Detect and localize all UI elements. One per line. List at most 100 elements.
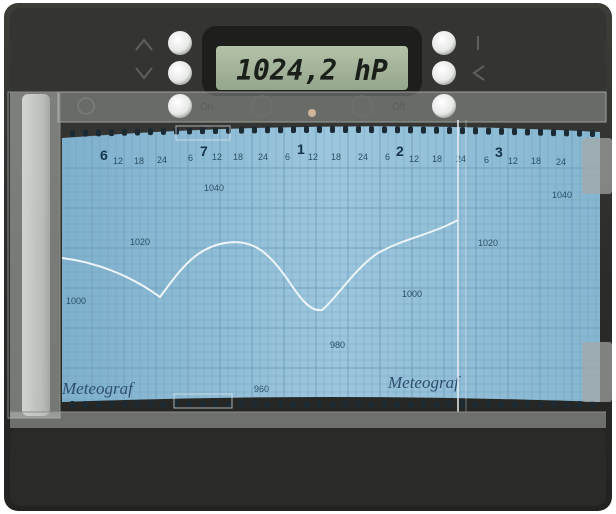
sprocket-hole xyxy=(473,127,478,135)
back-button[interactable] xyxy=(432,61,456,85)
svg-text:1000: 1000 xyxy=(402,289,422,299)
svg-text:1020: 1020 xyxy=(478,238,498,248)
sprocket-hole xyxy=(148,128,153,136)
sprocket-hole xyxy=(304,126,309,134)
sprocket-hole xyxy=(577,129,582,137)
sprocket-hole xyxy=(161,401,166,408)
sprocket-hole xyxy=(135,128,140,136)
sprocket-hole xyxy=(460,127,465,135)
sprocket-hole xyxy=(278,401,283,408)
svg-text:24: 24 xyxy=(157,155,167,165)
sprocket-hole xyxy=(369,126,374,134)
svg-text:6: 6 xyxy=(385,152,390,162)
sprocket-hole xyxy=(525,401,530,408)
sprocket-hole xyxy=(83,129,88,137)
sprocket-hole xyxy=(135,401,140,408)
sprocket-hole xyxy=(421,401,426,408)
svg-text:12: 12 xyxy=(212,152,222,162)
sprocket-hole xyxy=(330,126,335,133)
sprocket-hole xyxy=(70,401,75,408)
sprocket-hole xyxy=(590,401,595,408)
svg-text:24: 24 xyxy=(456,154,466,164)
sprocket-hole xyxy=(200,127,205,135)
svg-text:960: 960 xyxy=(254,384,269,394)
sprocket-hole xyxy=(96,401,101,408)
off-button[interactable] xyxy=(432,94,456,118)
pressure-trace-line xyxy=(61,219,459,312)
sprocket-hole xyxy=(187,401,192,408)
sprocket-hole xyxy=(525,128,530,136)
day-label-7: 7 xyxy=(200,143,208,159)
svg-text:18: 18 xyxy=(134,156,144,166)
mode-button[interactable] xyxy=(432,31,456,55)
sprocket-hole xyxy=(278,126,283,134)
sprocket-hole xyxy=(577,401,582,408)
sprocket-hole xyxy=(538,401,543,408)
sprocket-hole xyxy=(356,126,361,134)
down-button[interactable] xyxy=(168,61,192,85)
sprocket-hole xyxy=(564,401,569,408)
off-label: Off xyxy=(392,102,405,113)
sprocket-hole xyxy=(395,401,400,408)
sprocket-hole xyxy=(512,128,517,136)
svg-text:12: 12 xyxy=(308,152,318,162)
svg-text:1020: 1020 xyxy=(130,237,150,247)
sprocket-hole xyxy=(83,401,88,408)
day-label-6: 6 xyxy=(100,147,108,163)
sprocket-hole xyxy=(551,129,556,137)
sprocket-hole xyxy=(148,401,153,408)
sprocket-hole xyxy=(200,401,205,408)
svg-text:980: 980 xyxy=(330,340,345,350)
sprocket-hole xyxy=(291,126,296,134)
on-label: On xyxy=(200,102,213,113)
sprocket-hole xyxy=(96,129,101,137)
sprocket-hole xyxy=(499,127,504,135)
left-triangle-icon xyxy=(472,65,485,81)
sprocket-hole xyxy=(447,126,452,134)
svg-text:24: 24 xyxy=(258,152,268,162)
pressure-scale-labels: 1040 1020 1000 980 960 1040 1020 1000 xyxy=(66,183,572,394)
svg-text:6: 6 xyxy=(484,155,489,165)
sprocket-hole xyxy=(460,401,465,408)
svg-text:12: 12 xyxy=(508,156,518,166)
sprocket-hole xyxy=(174,401,179,408)
day-label-3: 3 xyxy=(495,144,503,160)
svg-text:12: 12 xyxy=(113,156,123,166)
day-label-2: 2 xyxy=(396,143,404,159)
sprocket-hole xyxy=(434,401,439,408)
brand-label-right: Meteograf xyxy=(387,373,461,392)
sprocket-hole xyxy=(291,401,296,408)
sprocket-hole xyxy=(369,401,374,408)
sprocket-hole xyxy=(499,401,504,408)
on-button[interactable] xyxy=(168,94,192,118)
sprocket-hole xyxy=(538,128,543,136)
sprocket-hole xyxy=(226,401,231,408)
up-arrow-icon xyxy=(135,38,153,51)
right-knob[interactable] xyxy=(351,95,373,117)
sprocket-hole xyxy=(382,401,387,408)
left-knob[interactable] xyxy=(251,95,273,117)
brand-label-left: Meteograf xyxy=(61,379,135,398)
sprocket-hole xyxy=(473,401,478,408)
sprocket-hole xyxy=(343,401,348,408)
sprocket-hole xyxy=(187,127,192,135)
day-label-1: 1 xyxy=(297,141,305,157)
sprocket-hole xyxy=(304,401,309,408)
right-clip-top xyxy=(582,138,612,194)
sprocket-holes-top xyxy=(70,126,595,137)
svg-text:24: 24 xyxy=(358,152,368,162)
svg-text:18: 18 xyxy=(531,156,541,166)
up-button[interactable] xyxy=(168,31,192,55)
sprocket-hole xyxy=(395,126,400,134)
sprocket-hole xyxy=(421,126,426,134)
sprocket-hole xyxy=(252,401,257,408)
svg-text:18: 18 xyxy=(432,154,442,164)
sprocket-hole xyxy=(161,127,166,135)
sprocket-hole xyxy=(551,401,556,408)
indicator-light xyxy=(308,109,316,117)
sprocket-hole xyxy=(70,130,75,137)
sprocket-hole xyxy=(330,401,335,408)
sprocket-hole xyxy=(512,401,517,408)
svg-text:1000: 1000 xyxy=(66,296,86,306)
